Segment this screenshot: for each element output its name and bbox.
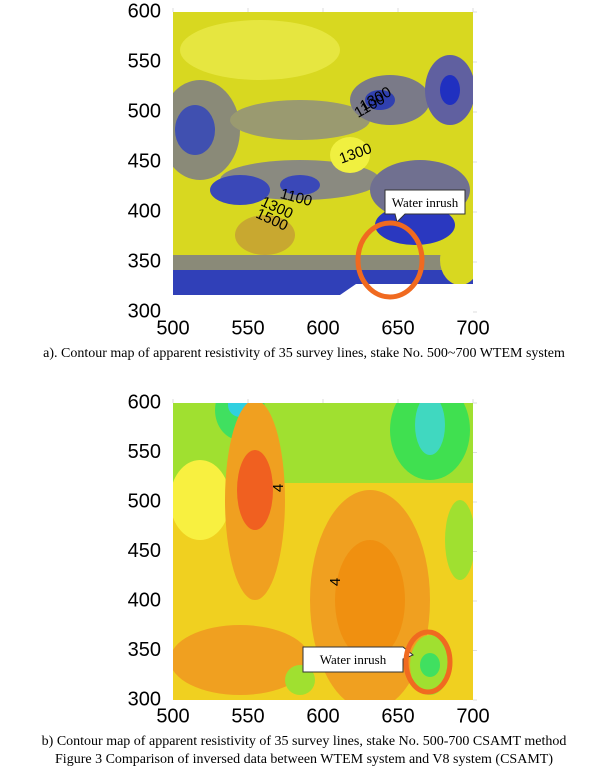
y-tick-label: 500 [128, 490, 161, 512]
contour-fill-b [173, 403, 473, 700]
contour-label: 4 [327, 578, 344, 586]
x-tick-label: 700 [456, 317, 489, 339]
y-tick-label: 550 [128, 441, 161, 463]
callout-text: Water inrush [392, 195, 459, 210]
y-tick-label: 550 [128, 50, 161, 72]
highlight-ellipse [403, 629, 453, 695]
x-tick-label: 650 [381, 317, 414, 339]
y-tick-label: 300 [128, 300, 161, 322]
contour-label: 4 [270, 484, 287, 492]
contour-fill-a [173, 12, 473, 295]
panel-caption: b) Contour map of apparent resistivity o… [42, 734, 567, 749]
x-tick-label: 500 [156, 705, 189, 727]
figure-caption: Figure 3 Comparison of inversed data bet… [55, 752, 553, 767]
y-tick-label: 500 [128, 100, 161, 122]
x-tick-label: 500 [156, 317, 189, 339]
x-tick-label: 600 [306, 705, 339, 727]
y-tick-label: 450 [128, 150, 161, 172]
y-tick-label: 600 [128, 391, 161, 413]
y-tick-label: 350 [128, 639, 161, 661]
highlight-ellipse [355, 220, 425, 300]
callout-box [302, 646, 414, 673]
y-tick-label: 300 [128, 688, 161, 710]
y-tick-label: 350 [128, 250, 161, 272]
x-tick-label: 650 [381, 705, 414, 727]
y-tick-label: 450 [128, 540, 161, 562]
y-tick-label: 400 [128, 589, 161, 611]
x-tick-label: 700 [456, 705, 489, 727]
y-tick-label: 400 [128, 200, 161, 222]
callout-text: Water inrush [320, 652, 387, 667]
x-tick-label: 550 [231, 705, 264, 727]
panel-caption: a). Contour map of apparent resistivity … [43, 346, 565, 361]
x-tick-label: 550 [231, 317, 264, 339]
callout-box [384, 189, 466, 223]
y-tick-label: 600 [128, 0, 161, 22]
x-tick-label: 600 [306, 317, 339, 339]
